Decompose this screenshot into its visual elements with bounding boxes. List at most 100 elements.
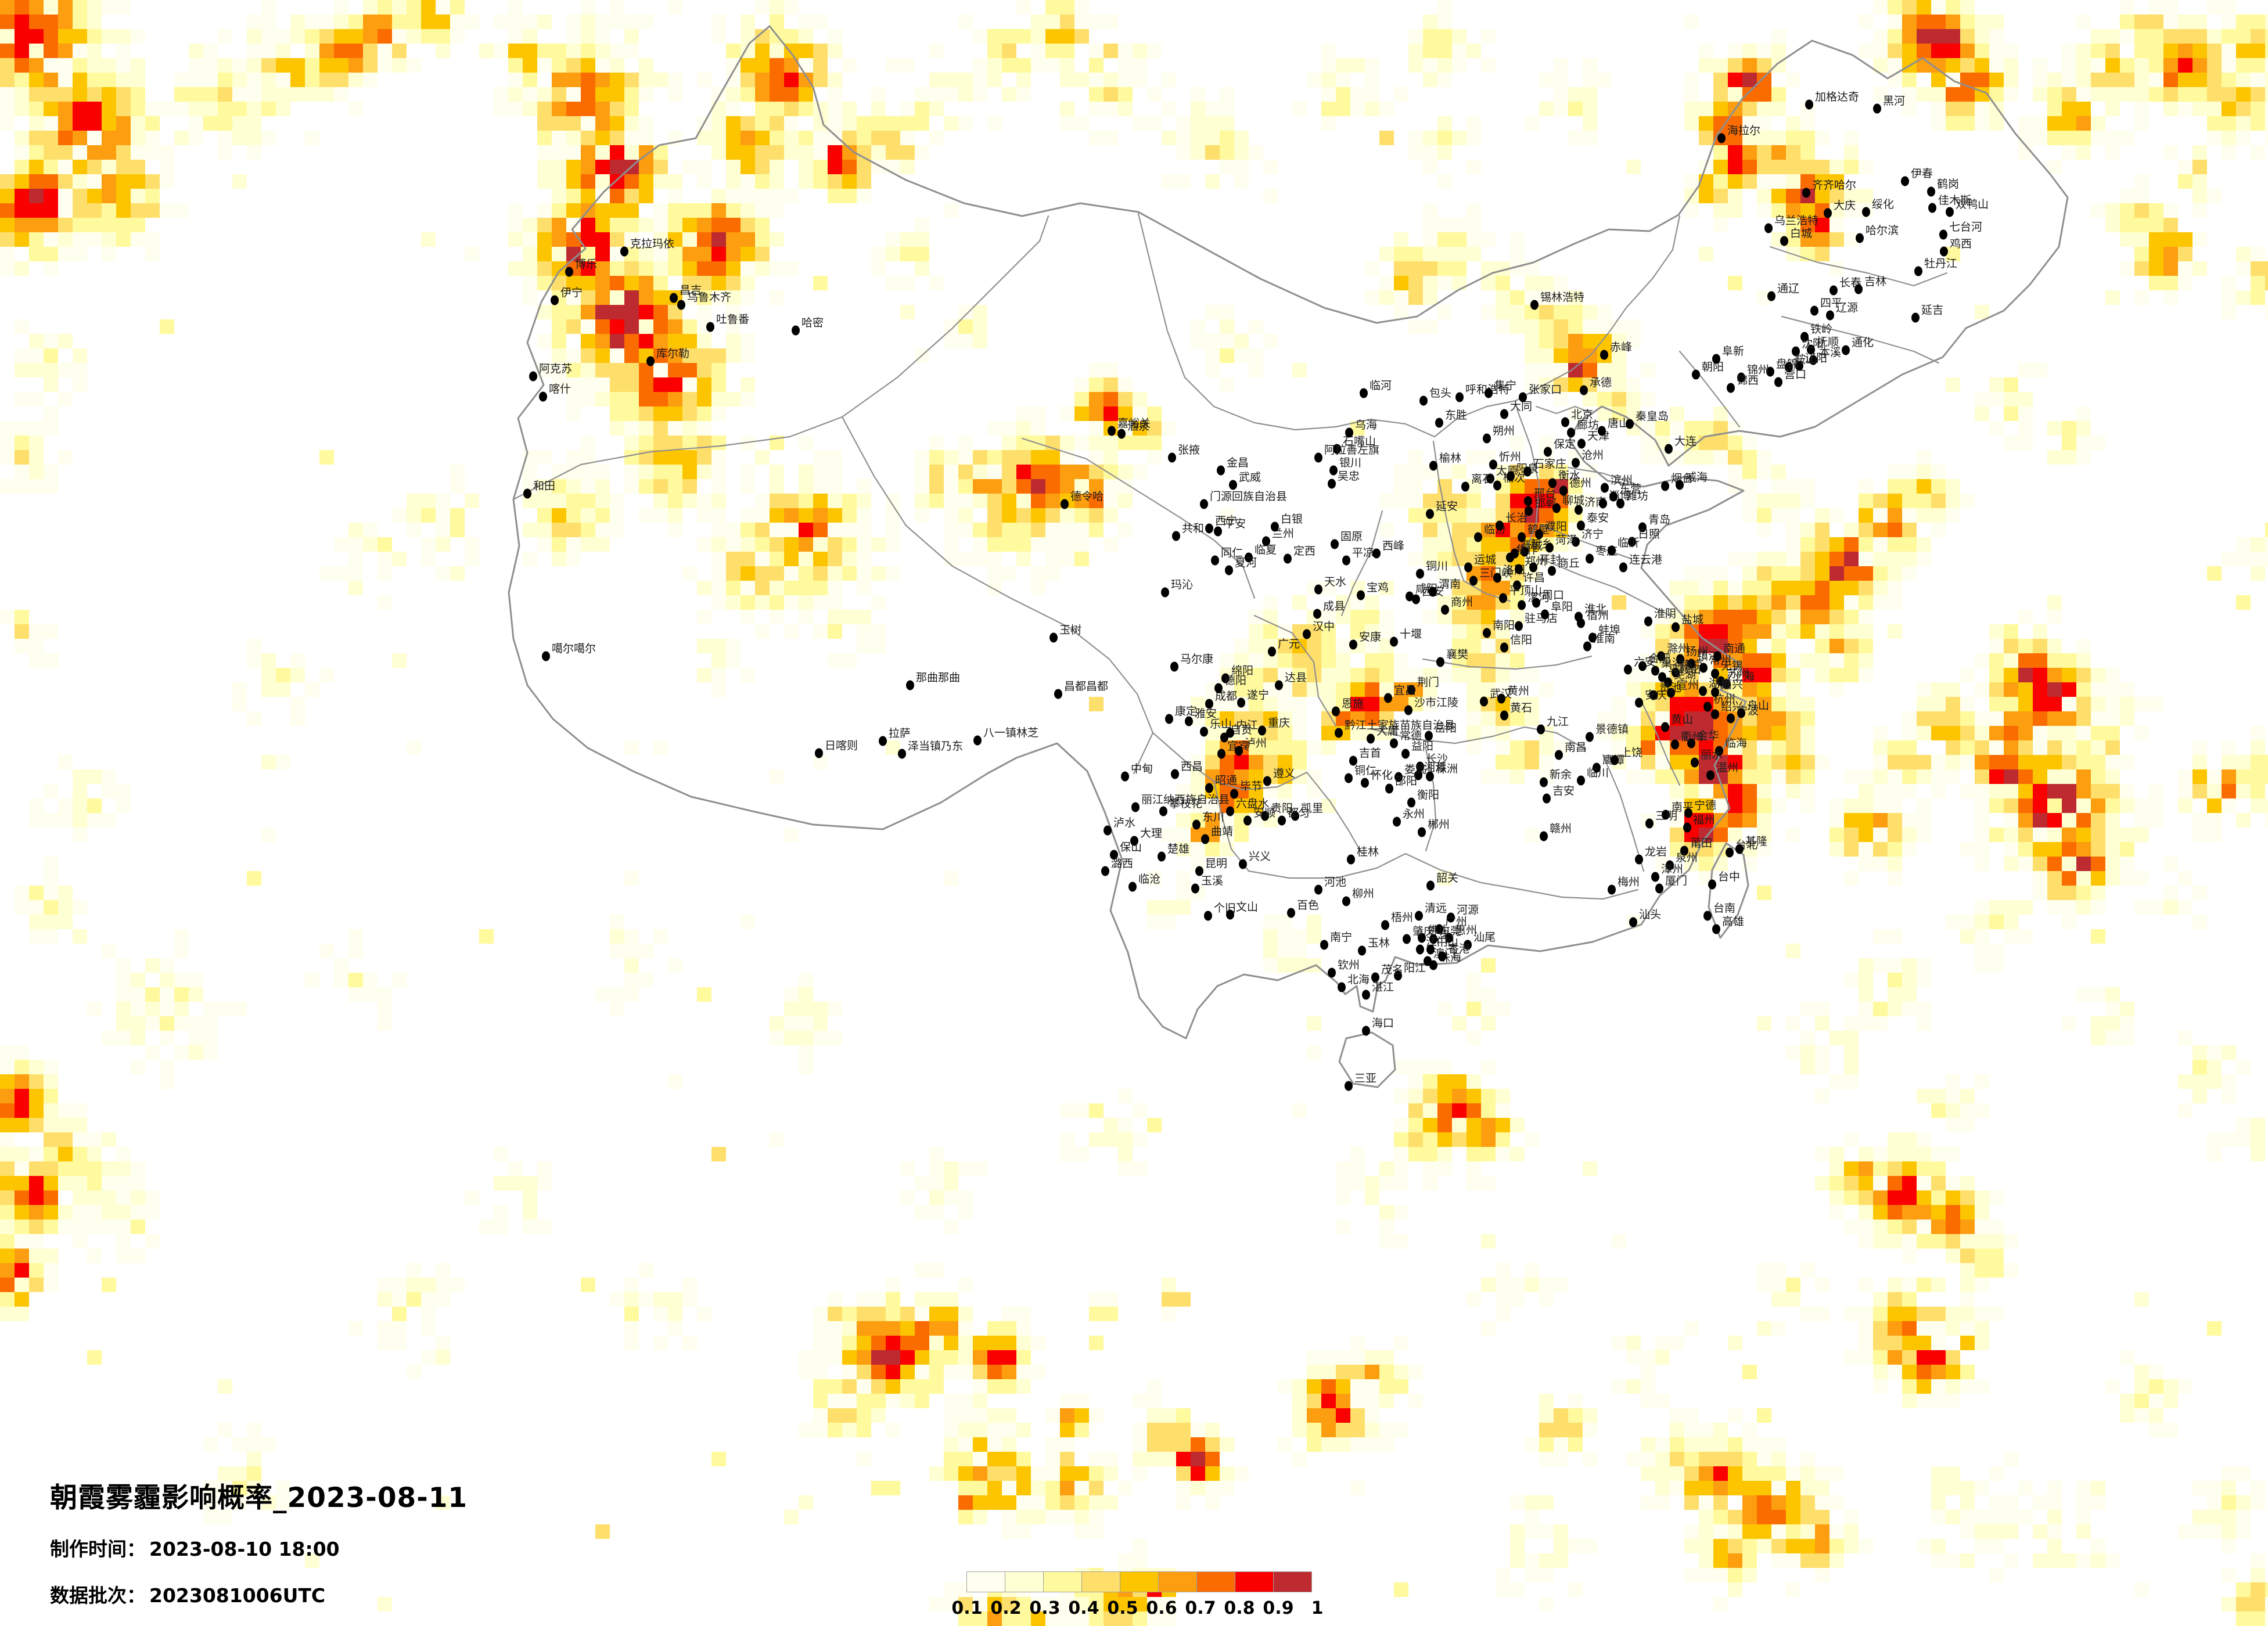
heat-cell xyxy=(624,973,639,987)
heat-cell xyxy=(799,987,813,1002)
heat-cell xyxy=(1437,1161,1452,1176)
heat-cell xyxy=(1888,1307,1902,1321)
heat-cell xyxy=(189,987,203,1002)
heat-cell xyxy=(1467,711,1481,726)
heat-cell xyxy=(247,58,261,73)
city-dot xyxy=(1795,361,1803,371)
heat-cell xyxy=(1554,1524,1568,1539)
heat-cell xyxy=(2149,1394,2163,1408)
city-dot xyxy=(1548,566,1556,576)
heat-cell xyxy=(1133,58,1147,73)
heat-cell xyxy=(1336,1220,1350,1234)
heat-cell xyxy=(842,523,857,537)
heat-cell xyxy=(1423,1161,1437,1176)
heat-cell xyxy=(1118,465,1133,479)
heat-cell xyxy=(784,189,799,203)
city-label: 定西 xyxy=(1293,545,1315,557)
heat-cell xyxy=(1873,1176,1888,1190)
city-label: 赤峰 xyxy=(1610,341,1632,354)
heat-cell xyxy=(2047,87,2062,102)
city-dot xyxy=(706,322,714,332)
heat-cell xyxy=(784,261,799,276)
heat-cell xyxy=(1336,1350,1350,1365)
heat-cell xyxy=(1888,857,1902,871)
heat-cell xyxy=(624,102,639,116)
heat-cell xyxy=(1931,494,1946,508)
city-dot xyxy=(1469,575,1478,586)
city-dot xyxy=(1774,377,1782,387)
city-dot xyxy=(1483,628,1491,638)
heat-cell xyxy=(116,87,131,102)
heat-cell xyxy=(2134,203,2149,218)
heat-cell xyxy=(2076,886,2091,900)
city-label: 盐城 xyxy=(1681,613,1703,626)
heat-cell xyxy=(1118,1132,1133,1147)
heat-cell xyxy=(1859,639,1873,653)
heat-cell xyxy=(1263,740,1278,755)
heat-cell xyxy=(116,203,131,218)
heat-cell xyxy=(958,1597,973,1611)
heat-cell xyxy=(1292,929,1307,944)
heat-cell xyxy=(537,58,552,73)
heat-cell xyxy=(116,131,131,145)
heat-cell xyxy=(1902,813,1917,828)
heat-cell xyxy=(799,479,813,494)
heat-cell xyxy=(2265,755,2268,769)
heat-cell xyxy=(1510,232,1525,247)
heat-cell xyxy=(1394,479,1408,494)
heat-cell xyxy=(1452,1118,1467,1132)
heat-cell xyxy=(2251,29,2265,44)
heat-cell xyxy=(2192,261,2207,276)
heat-cell xyxy=(1104,15,1118,29)
heat-cell xyxy=(1902,1147,1917,1161)
heat-cell xyxy=(1234,348,1249,363)
heat-cell xyxy=(1045,1408,1060,1423)
heat-cell xyxy=(1873,0,1888,15)
heat-cell xyxy=(1786,1016,1800,1031)
heat-cell xyxy=(1873,857,1888,871)
heat-cell xyxy=(726,392,741,406)
heat-cell xyxy=(1176,145,1191,160)
heat-cell xyxy=(2033,740,2047,755)
heat-cell xyxy=(1859,566,1873,581)
heat-cell xyxy=(1394,1060,1408,1074)
heat-cell xyxy=(1786,581,1800,595)
heat-cell xyxy=(813,537,828,552)
city-label: 营口 xyxy=(1784,368,1806,381)
heat-cell xyxy=(1234,798,1249,813)
heat-cell xyxy=(958,1611,973,1626)
heat-cell xyxy=(1670,639,1684,653)
heat-cell xyxy=(1641,1394,1655,1408)
heat-cell xyxy=(378,566,392,581)
heat-cell xyxy=(1960,1336,1975,1350)
heat-cell xyxy=(1873,958,1888,973)
heat-cell xyxy=(1539,319,1554,334)
heat-cell xyxy=(58,900,73,915)
heat-cell xyxy=(944,508,958,523)
heat-cell xyxy=(973,537,987,552)
city-dot xyxy=(1401,749,1410,759)
heat-cell xyxy=(1467,1089,1481,1103)
city-label: 玉树 xyxy=(1059,624,1081,636)
heat-cell xyxy=(1684,73,1699,87)
heat-cell xyxy=(842,1350,857,1365)
heat-cell xyxy=(145,145,160,160)
heat-cell xyxy=(1670,726,1684,740)
heat-cell xyxy=(1946,769,1960,784)
heat-cell xyxy=(276,58,290,73)
heat-cell xyxy=(232,1437,247,1452)
heat-cell xyxy=(711,581,726,595)
heat-cell xyxy=(87,813,102,828)
heat-cell xyxy=(581,160,595,174)
heat-cell xyxy=(2236,261,2251,276)
heat-cell xyxy=(1989,697,2004,711)
city-dot xyxy=(1461,481,1469,492)
heat-cell xyxy=(2047,900,2062,915)
heat-cell xyxy=(958,465,973,479)
heat-cell xyxy=(639,465,653,479)
heat-cell xyxy=(116,784,131,798)
heat-cell xyxy=(87,145,102,160)
heat-cell xyxy=(1873,523,1888,537)
heat-cell xyxy=(2018,842,2033,857)
heat-cell xyxy=(1742,581,1757,595)
